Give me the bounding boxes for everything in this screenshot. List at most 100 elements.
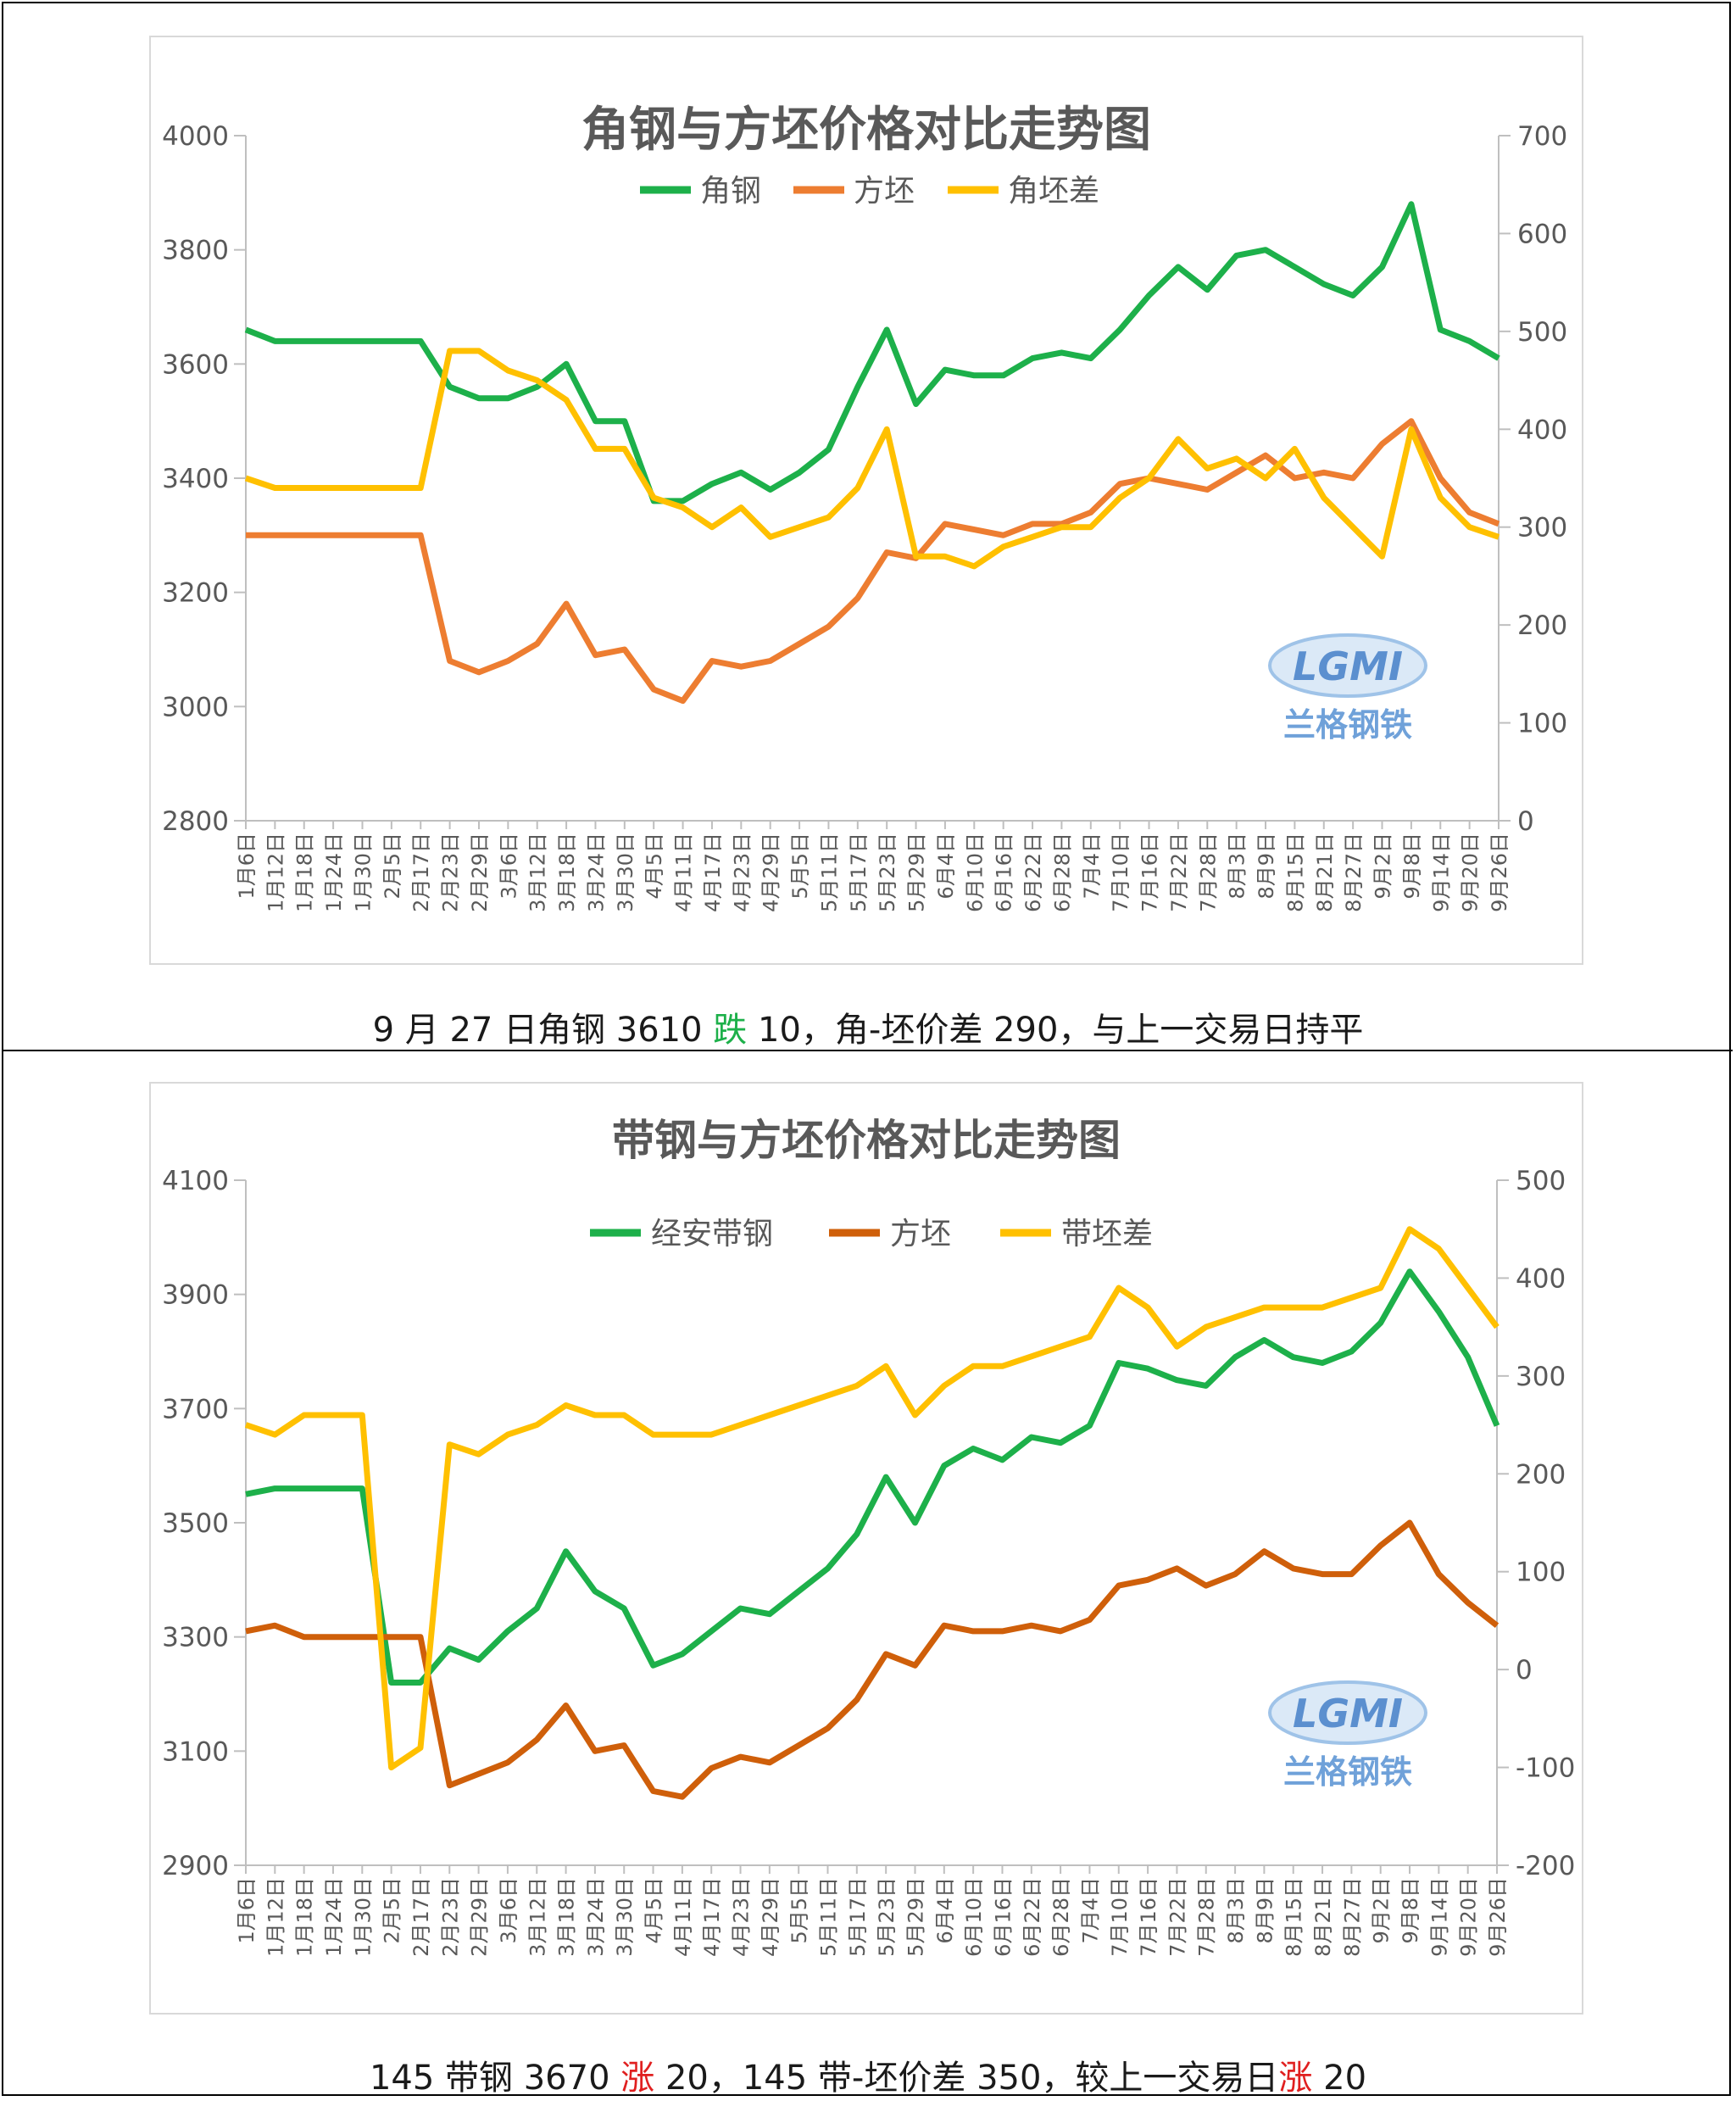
left-tick-label: 3100 [162, 1736, 229, 1767]
x-tick-label: 4月23日 [730, 833, 754, 912]
legend-label-3: 角坯差 [1008, 174, 1099, 209]
x-tick-label: 7月10日 [1109, 833, 1132, 912]
x-tick-label: 3月12日 [526, 1877, 549, 1957]
left-tick-label: 4000 [162, 121, 229, 152]
chart-title: 角钢与方坯价格对比走势图 [581, 103, 1151, 158]
right-tick-label: 400 [1516, 1263, 1566, 1294]
x-tick-label: 1月24日 [322, 833, 346, 912]
x-tick-label: 9月8日 [1399, 1877, 1422, 1944]
caption-2-suffix: 20，145 带-坯价差 350，较上一交易日 [654, 2059, 1279, 2098]
x-tick-label: 1月6日 [235, 833, 259, 900]
chart-1-frame: 角钢与方坯价格对比走势图 角钢 方坯 角坯差 4000 3800 3600 3400 3… [149, 36, 1583, 965]
x-tick-label: 4月5日 [643, 833, 666, 900]
left-tick-label: 3600 [162, 349, 229, 380]
x-tick-label: 9月8日 [1400, 833, 1424, 900]
x-tick-label: 7月4日 [1080, 833, 1104, 900]
x-tick-label: 5月5日 [788, 833, 812, 900]
x-tick-label: 3月6日 [497, 833, 520, 900]
x-tick-label: 5月29日 [905, 833, 929, 912]
left-tick-label: 3000 [162, 692, 229, 722]
x-tick-label: 6月10日 [963, 833, 987, 912]
legend-label-1: 经安带钢 [651, 1217, 773, 1251]
legend: 经安带钢 方坯 带坯差 [590, 1217, 1153, 1251]
lgmi-logo-2-subtitle: 兰格钢铁 [1283, 1753, 1412, 1791]
x-tick-label: 2月5日 [381, 833, 404, 900]
x-tick-label: 8月21日 [1311, 1877, 1335, 1957]
chart-1-svg: 角钢与方坯价格对比走势图 角钢 方坯 角坯差 40003800360034003… [162, 103, 1567, 912]
x-tick-label: 9月14日 [1427, 1877, 1451, 1957]
x-tick-label: 7月4日 [1078, 1877, 1102, 1944]
right-tick-label: 400 [1517, 415, 1567, 445]
x-tick-label: 8月3日 [1226, 833, 1249, 900]
x-tick-label: 5月23日 [876, 833, 899, 912]
x-tick-label: 6月22日 [1021, 833, 1045, 912]
x-tick-label: 6月10日 [962, 1877, 986, 1957]
x-tick-label: 5月11日 [817, 1877, 841, 1957]
x-tick-label: 7月22日 [1167, 833, 1191, 912]
x-tick-label: 9月20日 [1457, 1877, 1481, 1957]
x-tick-label: 5月17日 [846, 1877, 870, 1957]
left-tick-label: 3300 [162, 1623, 229, 1653]
x-tick-label: 6月22日 [1021, 1877, 1044, 1957]
left-tick-label: 3200 [162, 578, 229, 609]
x-axis-labels: 1月6日 1月12日 1月18日 1月24日 1月30日 2月5日 2月17日 2月23日 2月… [235, 1865, 1510, 1957]
series-line-1 [244, 201, 1500, 504]
right-tick-label: 0 [1517, 806, 1534, 837]
x-tick-label: 1月18日 [293, 833, 317, 912]
series-line-2 [246, 418, 1500, 705]
legend-label-1: 角钢 [700, 174, 761, 209]
left-tick-label: 3500 [162, 1508, 229, 1539]
left-tick-label: 2900 [162, 1851, 229, 1881]
right-tick-label: 200 [1517, 610, 1567, 641]
x-tick-label: 5月29日 [904, 1877, 927, 1957]
x-tick-label: 3月18日 [555, 1877, 579, 1957]
right-tick-label: 500 [1516, 1166, 1566, 1196]
x-tick-label: 8月9日 [1255, 833, 1278, 900]
x-tick-label: 2月23日 [438, 1877, 462, 1957]
caption-2: 145 带钢 3670 涨 20，145 带-坯价差 350，较上一交易日涨 2… [0, 2050, 1736, 2099]
right-tick-label: 300 [1517, 513, 1567, 543]
legend: 角钢 方坯 角坯差 [640, 174, 1099, 209]
lgmi-logo-2-text: LGMI [1293, 1691, 1403, 1736]
caption-1: 9 月 27 日角钢 3610 跌 10，角-坯价差 290，与上一交易日持平 [0, 1002, 1736, 1051]
x-tick-label: 6月4日 [934, 833, 958, 900]
caption-2-change-2: 涨 [1278, 2059, 1313, 2098]
legend-label-2: 方坯 [890, 1217, 951, 1251]
right-tick-label: -100 [1516, 1753, 1575, 1784]
x-tick-label: 8月27日 [1340, 1877, 1364, 1957]
caption-1-prefix: 9 月 27 日角钢 3610 [372, 1011, 714, 1050]
right-tick-label: 100 [1516, 1558, 1566, 1588]
right-tick-label: 300 [1516, 1362, 1566, 1392]
x-tick-label: 4月29日 [759, 1877, 782, 1957]
x-tick-label: 1月24日 [322, 1877, 346, 1957]
x-tick-label: 3月12日 [526, 833, 550, 912]
x-tick-label: 2月17日 [409, 1877, 433, 1957]
x-tick-label: 3月6日 [497, 1877, 520, 1944]
lgmi-logo-1-subtitle: 兰格钢铁 [1283, 706, 1412, 744]
x-tick-label: 4月17日 [700, 1877, 724, 1957]
x-tick-label: 7月16日 [1137, 1877, 1160, 1957]
x-tick-label: 4月29日 [760, 833, 783, 912]
series-line-1 [245, 1268, 1500, 1686]
lgmi-logo-2-graphic: LGMI 兰格钢铁 [1268, 1680, 1427, 1791]
x-tick-label: 6月28日 [1049, 1877, 1073, 1957]
x-tick-label: 4月17日 [701, 833, 725, 912]
x-tick-label: 2月29日 [468, 1877, 492, 1957]
x-tick-label: 8月15日 [1283, 833, 1307, 912]
chart-2-frame: 带钢与方坯价格对比走势图 经安带钢 方坯 带坯差 4100 3900 3700 350… [149, 1082, 1583, 2015]
x-tick-label: 4月11日 [671, 1877, 695, 1957]
caption-2-suffix-2: 20 [1312, 2059, 1367, 2098]
x-tick-label: 5月11日 [817, 833, 841, 912]
chart-2-svg: 带钢与方坯价格对比走势图 经安带钢 方坯 带坯差 4100 3900 3700 350… [162, 1116, 1575, 1957]
series-lines [244, 1226, 1500, 1800]
right-tick-label: -200 [1516, 1851, 1575, 1881]
x-tick-label: 9月2日 [1370, 1877, 1394, 1944]
right-tick-label: 600 [1517, 219, 1567, 249]
x-tick-label: 3月30日 [614, 833, 637, 912]
x-tick-label: 9月26日 [1488, 833, 1511, 912]
x-tick-label: 2月29日 [468, 833, 492, 912]
axes: 4100 3900 3700 3500 3300 3100 2900 500 400 300 200… [162, 1166, 1575, 1881]
caption-2-change: 涨 [620, 2059, 655, 2098]
left-tick-label: 2800 [162, 806, 229, 837]
